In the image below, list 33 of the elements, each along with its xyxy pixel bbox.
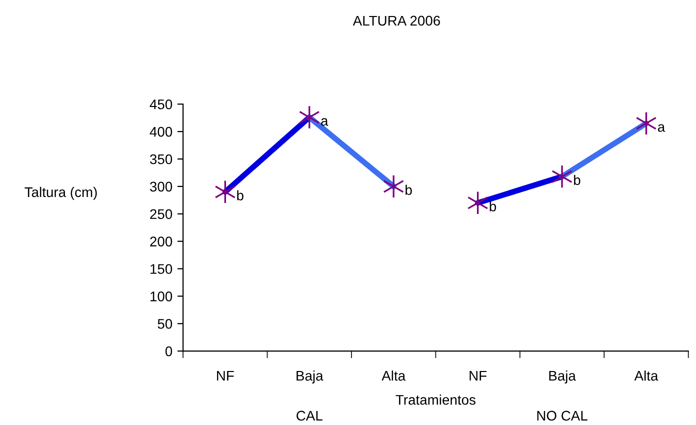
y-tick-label: 100 bbox=[150, 292, 172, 302]
y-tick-label: 450 bbox=[150, 99, 172, 110]
y-tick-label: 400 bbox=[150, 126, 172, 137]
y-tick-label: 50 bbox=[158, 318, 172, 329]
chart-title: ALTURA 2006 bbox=[352, 16, 440, 26]
x-tick-label: Alta bbox=[634, 370, 658, 381]
data-label: b bbox=[490, 201, 496, 212]
x-tick-label: Baja bbox=[296, 370, 324, 384]
text: NO CAL bbox=[537, 410, 588, 421]
point bbox=[552, 164, 572, 189]
y-tick-label: 250 bbox=[150, 209, 172, 220]
y-tick-label: 350 bbox=[150, 154, 172, 164]
point bbox=[636, 111, 657, 136]
data-label: b bbox=[574, 174, 580, 186]
x-tick-label: NF bbox=[217, 371, 234, 381]
x-tick-label: NF bbox=[470, 371, 487, 381]
y-axis-title: Taltura (cm) bbox=[24, 186, 97, 200]
point bbox=[467, 190, 488, 215]
data-label: a bbox=[658, 124, 666, 132]
point bbox=[383, 174, 404, 198]
x-tick-label: Alta bbox=[382, 370, 406, 381]
text: CAL bbox=[296, 410, 322, 421]
y-tick-label: 200 bbox=[150, 236, 172, 246]
y-tick-label: 300 bbox=[150, 182, 172, 192]
y-tick-label: 150 bbox=[150, 264, 172, 274]
data-label: b bbox=[237, 190, 244, 200]
point bbox=[298, 105, 320, 130]
data-label: b bbox=[406, 184, 412, 195]
y-tick-label: 0 bbox=[165, 346, 172, 356]
x-tick-label: Baja bbox=[549, 370, 576, 384]
data-label: a bbox=[321, 118, 328, 126]
point bbox=[214, 180, 236, 204]
x-axis-title: Tratamientos bbox=[396, 394, 476, 405]
